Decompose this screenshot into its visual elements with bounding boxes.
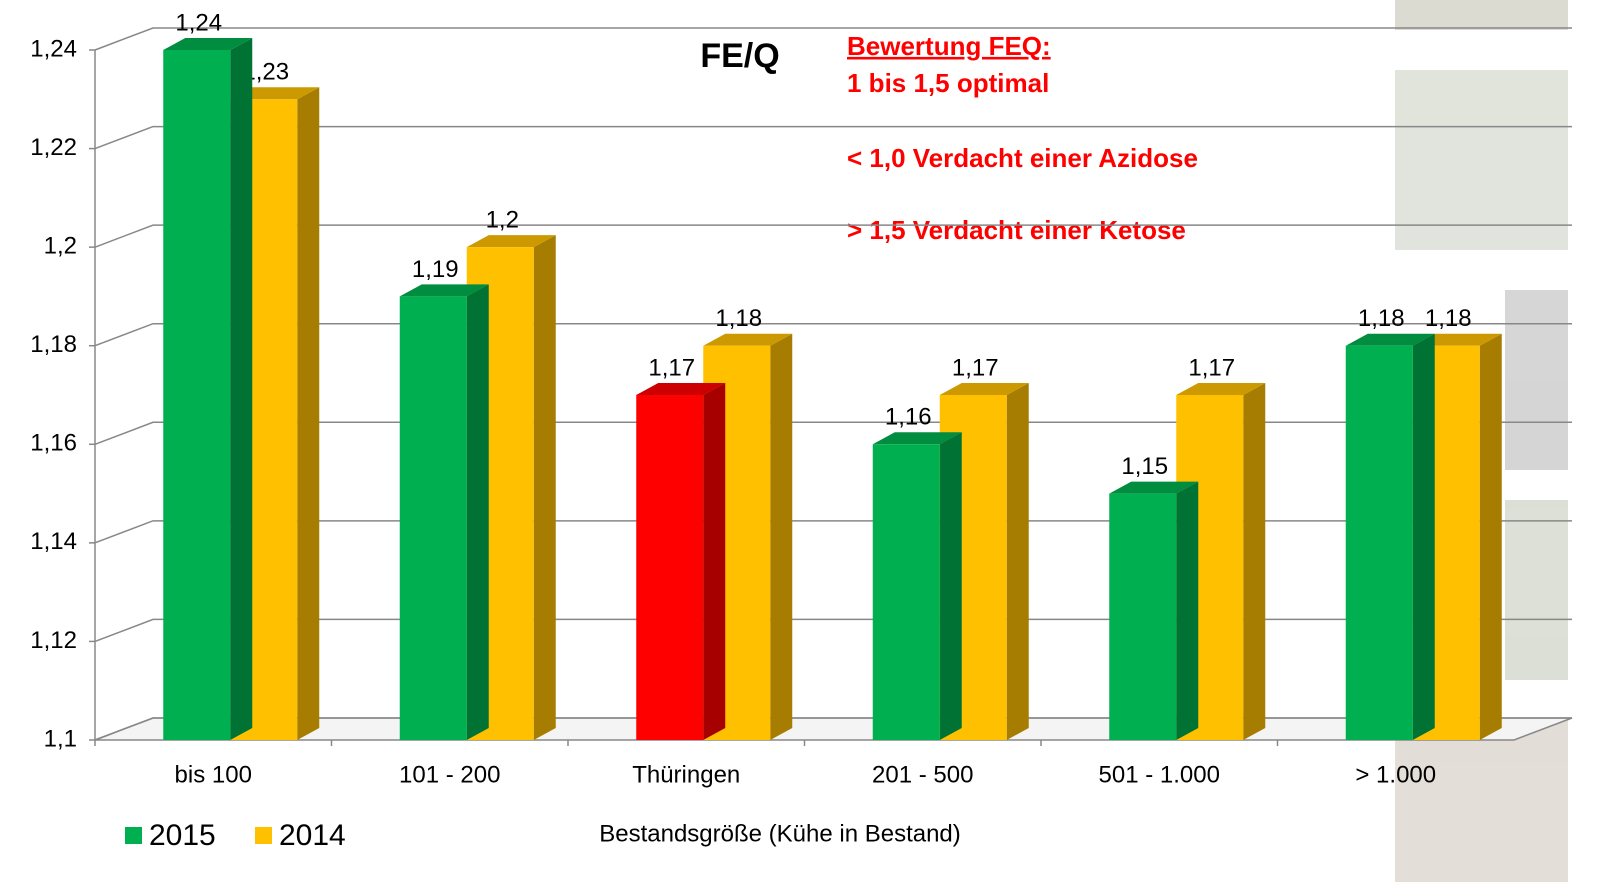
y-tick-label: 1,2 (44, 232, 77, 259)
bar-side (1007, 383, 1029, 740)
value-label: 1,17 (1188, 354, 1235, 381)
bar-front (636, 395, 703, 740)
photo (1395, 720, 1568, 882)
photo (1505, 500, 1568, 680)
y-tick-label: 1,14 (30, 528, 77, 555)
y-tick-label: 1,1 (44, 725, 77, 752)
bar-side (940, 432, 962, 740)
y-tick-label: 1,18 (30, 331, 77, 358)
bar-front (1346, 346, 1413, 740)
annotation: < 1,0 Verdacht einer Azidose (847, 143, 1198, 173)
value-label: 1,17 (952, 354, 999, 381)
bar-side (467, 284, 489, 740)
y-tick-label: 1,12 (30, 627, 77, 654)
x-tick-label: 101 - 200 (399, 761, 500, 788)
bar-side (1480, 334, 1502, 740)
photo (1505, 290, 1568, 470)
value-label: 1,19 (412, 256, 459, 283)
bar (873, 432, 962, 740)
bar (636, 383, 725, 740)
x-tick-label: > 1.000 (1355, 761, 1436, 788)
value-label: 1,15 (1121, 453, 1168, 480)
value-label: 1,24 (175, 9, 222, 36)
value-label: 1,18 (1358, 305, 1405, 332)
value-label: 1,17 (648, 354, 695, 381)
bar (1109, 482, 1198, 740)
value-label: 1,16 (885, 404, 932, 431)
annotation: 1 bis 1,5 optimal (847, 68, 1049, 98)
bar-side (230, 38, 252, 740)
bar-side (1243, 383, 1265, 740)
y-tick-label: 1,16 (30, 430, 77, 457)
x-tick-label: Thüringen (632, 761, 740, 788)
bar-front (873, 444, 940, 740)
legend-swatch (255, 827, 272, 844)
bar-front (163, 50, 230, 740)
bar-side (534, 235, 556, 740)
y-tick-label: 1,22 (30, 134, 77, 161)
x-axis-label: Bestandsgröße (Kühe in Bestand) (599, 820, 961, 847)
photo (1395, 0, 1568, 30)
bar-front (400, 296, 467, 740)
chart: FE/Q Bewertung FEQ: 1 bis 1,5 optimal < … (0, 0, 1623, 882)
y-tick-label: 1,24 (30, 35, 77, 62)
grid-line (95, 28, 1572, 50)
annotation: Bewertung FEQ: (847, 31, 1051, 61)
value-label: 1,18 (1425, 305, 1472, 332)
bar-side (297, 87, 319, 740)
bar-front (1109, 494, 1176, 740)
legend-swatch (125, 827, 142, 844)
bar (1346, 334, 1435, 740)
bar (163, 38, 252, 740)
legend-label: 2015 (149, 819, 216, 852)
value-label: 1,18 (715, 305, 762, 332)
bar-side (703, 383, 725, 740)
legend-label: 2014 (279, 819, 346, 852)
chart-title: FE/Q (700, 37, 779, 75)
x-tick-label: 501 - 1.000 (1099, 761, 1220, 788)
page: FE/Q Bewertung FEQ: 1 bis 1,5 optimal < … (0, 0, 1623, 882)
bar-side (770, 334, 792, 740)
bar-side (1176, 482, 1198, 740)
x-tick-label: 201 - 500 (872, 761, 973, 788)
bar-side (1413, 334, 1435, 740)
photo (1395, 70, 1568, 250)
value-label: 1,2 (486, 206, 519, 233)
bar (400, 284, 489, 740)
annotation: > 1,5 Verdacht einer Ketose (847, 215, 1186, 245)
x-tick-label: bis 100 (175, 761, 252, 788)
